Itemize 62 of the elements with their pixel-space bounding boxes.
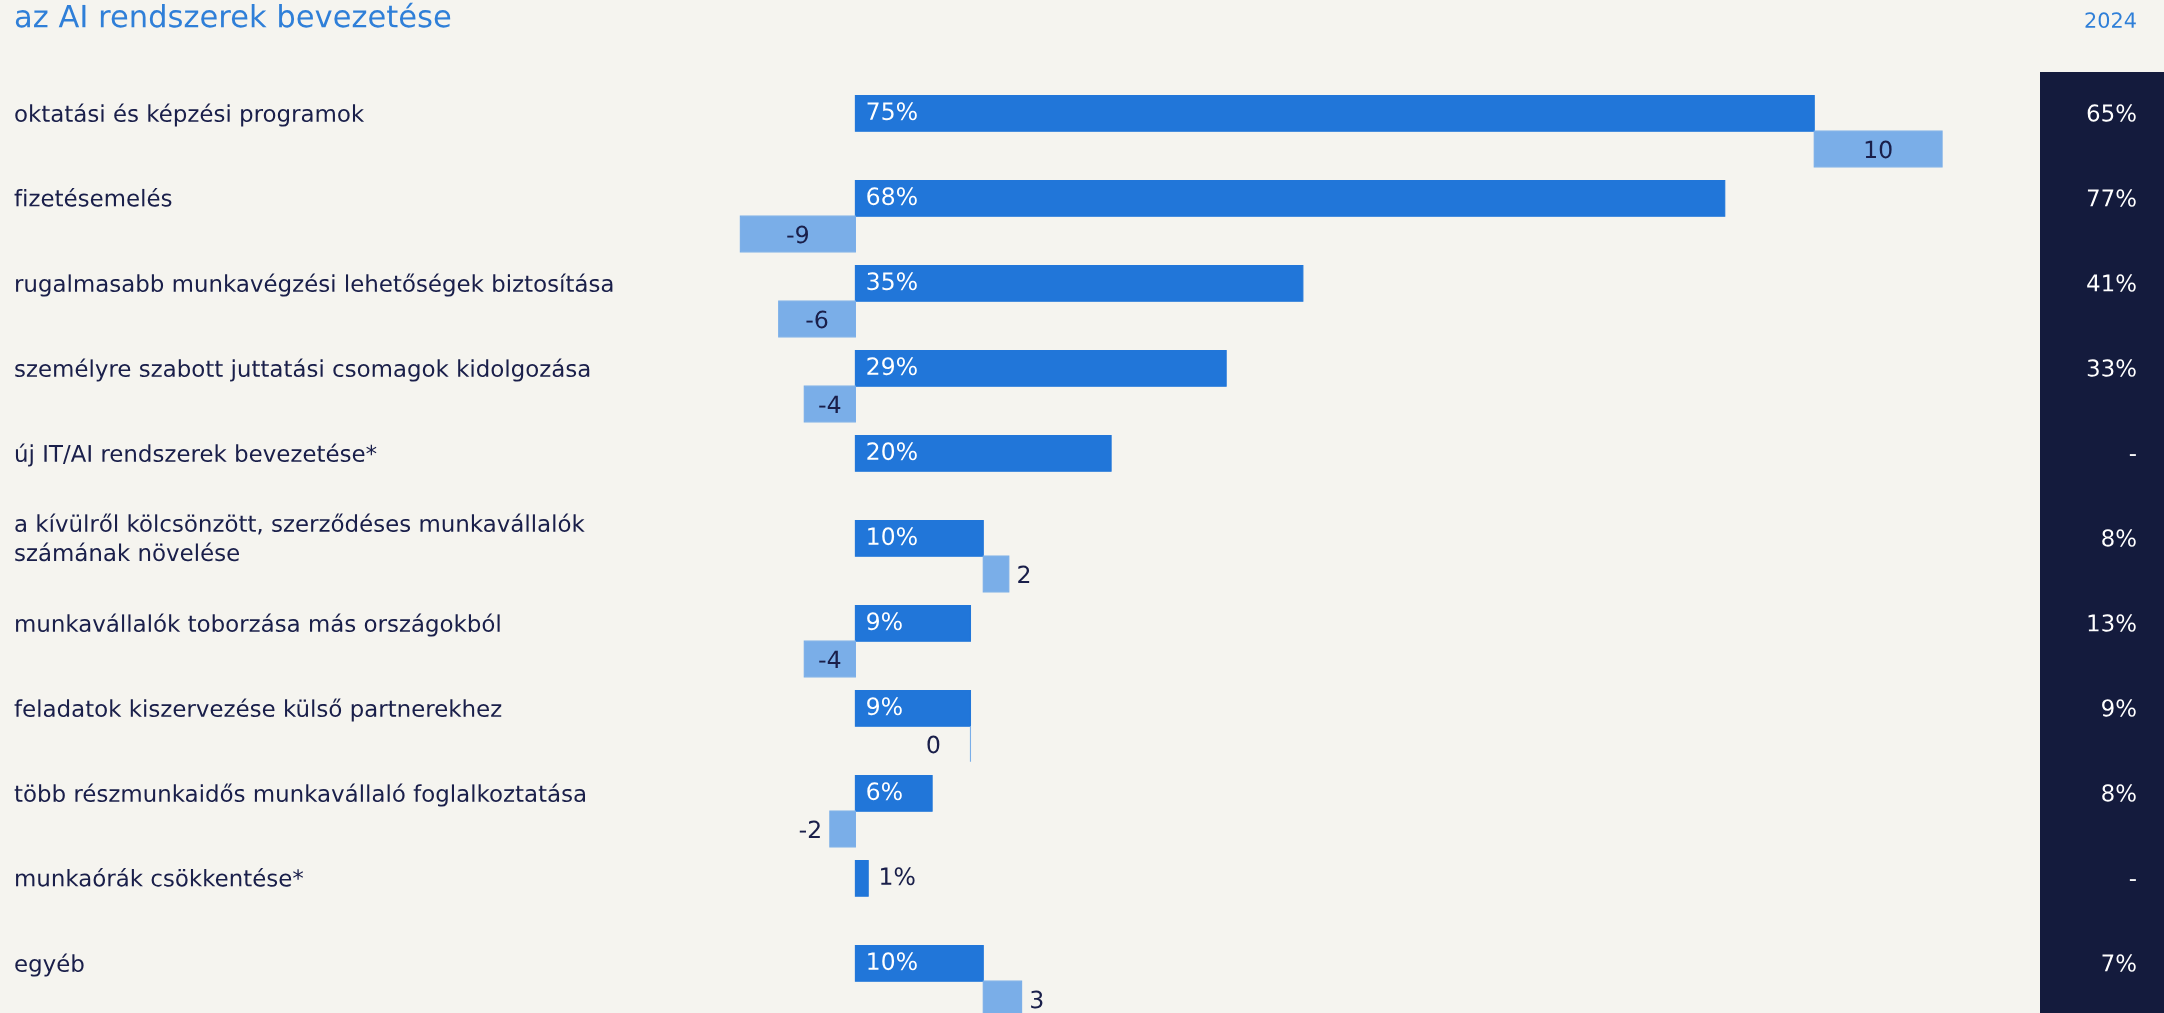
bar [854,94,1815,132]
bar [854,859,869,897]
text: 77% [2087,189,2136,207]
text: 9% [2102,699,2136,717]
y-tick-label: fizetésemelés [14,187,172,207]
data-label: -4 [819,395,841,414]
text: - [2129,454,2136,456]
bar [829,810,856,848]
text: - [2129,879,2136,881]
data-label: 2 [1018,565,1030,584]
y-tick-label: feladatok kiszervezése külső partnerekhez [14,698,502,722]
bar [982,555,1010,593]
data-label: 10% [868,527,917,546]
data-label: -2 [799,820,820,839]
y-tick-label: a kívülről kölcsönzött, szerződéses munkavállalók számának növelése [15,513,585,562]
bar [854,604,972,642]
bar [854,434,1112,472]
data-label: 10% [868,952,917,971]
y-tick-label: egyéb [15,953,84,977]
data-label: 9% [867,697,902,716]
y-tick-label: munkavállalók toborzása más országokból [16,613,500,637]
y-tick-label: munkaórák csökkentése* [16,867,304,887]
y-tick-label: oktatási és képzési programok [15,103,365,127]
bar [1813,130,1943,168]
y-tick-label: új IT/AI rendszerek bevezetése* [15,443,377,467]
data-label: -4 [819,650,841,669]
text: 8% [2102,529,2136,547]
data-label: -6 [806,310,828,329]
data-label: 10 [1865,140,1892,159]
data-label: 0 [927,735,940,754]
text: 41% [2087,274,2136,292]
data-label: 6% [867,782,902,801]
bar [803,640,856,678]
bar [854,944,984,982]
bar [778,300,856,338]
data-label: 35% [867,272,917,291]
data-label: 68% [867,187,917,206]
y-tick-label: személyre szabott juttatási csomagok kidolgozása [15,358,590,382]
text: 33% [2087,359,2136,377]
data-label: 75% [867,102,917,121]
bar [803,385,856,423]
data-label: 9% [867,612,902,631]
y-tick-label: rugalmasabb munkavégzési lehetőségek biztosítása [16,273,613,297]
data-label: 1% [881,867,915,886]
bar [854,519,984,557]
bar [854,179,1726,217]
text: 2024 [2085,12,2136,29]
text: 65% [2087,104,2136,122]
bar [854,264,1304,302]
data-label: 29% [867,357,917,376]
bar [739,215,856,253]
bar [854,689,972,727]
data-label: 20% [867,442,917,461]
text: 8% [2102,784,2136,802]
text: 13% [2088,614,2136,632]
data-label: 3 [1031,990,1043,1009]
bar [854,349,1227,387]
y-tick-label: több részmunkaidős munkavállaló foglalkoztatása [14,783,585,807]
text: az AI rendszerek bevezetése [15,2,451,28]
bar [854,774,933,812]
text: 7% [2102,954,2136,972]
data-label: -9 [787,225,808,244]
